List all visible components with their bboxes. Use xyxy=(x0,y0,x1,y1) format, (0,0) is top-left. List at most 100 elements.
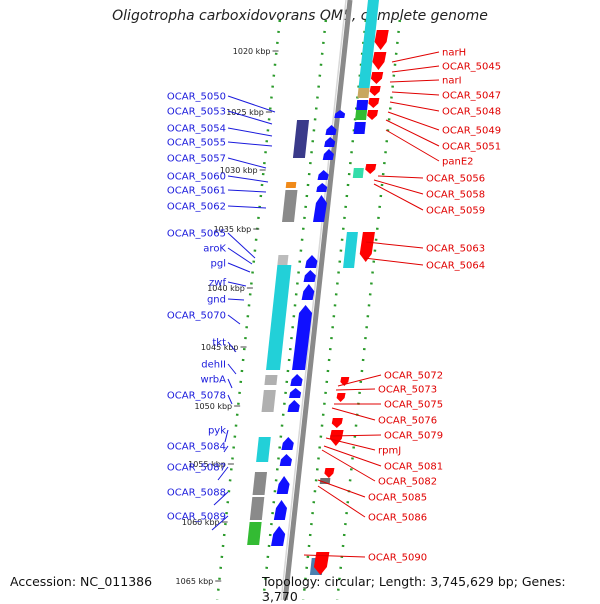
plus-gene-arrow-6 xyxy=(367,110,379,120)
minus-gene-arrow-9 xyxy=(303,270,316,282)
plus-gene-label: OCAR_5073 xyxy=(378,385,437,396)
minus-gene-arrow-5 xyxy=(317,170,329,180)
minus-gene-leader xyxy=(224,429,229,443)
plus-gene-leader xyxy=(391,91,440,96)
cds-band-orange xyxy=(285,182,297,188)
cds-band-green-top xyxy=(355,110,368,120)
plus-gene-leader xyxy=(373,179,424,195)
plus-gene-label: OCAR_5085 xyxy=(368,493,427,504)
minus-gene-leader xyxy=(227,262,251,273)
cds-band-lightgray-2 xyxy=(264,375,278,385)
minus-gene-arrow-16 xyxy=(279,454,292,466)
plus-gene-arrow-3 xyxy=(370,72,384,84)
plus-gene-label: OCAR_5047 xyxy=(442,91,501,102)
plus-gene-leader xyxy=(385,119,440,147)
plus-gene-label: OCAR_5058 xyxy=(426,190,485,201)
plus-gene-leader xyxy=(335,388,376,391)
minus-gene-leader xyxy=(227,110,273,125)
plus-gene-arrow-11 xyxy=(331,418,343,428)
minus-gene-leader xyxy=(227,394,233,405)
cds-band-cyan-1 xyxy=(266,265,292,370)
minus-gene-leader xyxy=(227,157,267,169)
plus-gene-label: OCAR_5086 xyxy=(368,513,427,524)
plus-gene-leader xyxy=(387,111,440,131)
plus-gene-leader xyxy=(391,51,440,63)
cds-band-lightgray-3 xyxy=(261,390,276,412)
plus-gene-label: OCAR_5049 xyxy=(442,126,501,137)
minus-gene-leader xyxy=(227,363,237,375)
minus-gene-arrow-14 xyxy=(287,400,300,412)
accession-text: Accession: NC_011386 xyxy=(10,574,153,589)
kbp-tick-label: 1045 kbp xyxy=(201,343,239,352)
plus-gene-arrow-7 xyxy=(365,164,377,174)
minus-gene-label: aroK xyxy=(203,244,226,255)
plus-gene-label: narI xyxy=(442,76,462,87)
minus-gene-leader xyxy=(227,127,273,137)
plus-gene-label: OCAR_5063 xyxy=(426,244,485,255)
minus-gene-leader xyxy=(227,247,253,265)
plus-gene-label: panE2 xyxy=(442,157,474,168)
minus-gene-leader xyxy=(227,175,269,183)
minus-gene-leader xyxy=(227,341,237,353)
kbp-tick-label: 1060 kbp xyxy=(182,518,220,527)
plus-gene-label: OCAR_5075 xyxy=(384,400,443,411)
minus-gene-arrow-13 xyxy=(289,388,302,398)
minus-gene-arrow-3 xyxy=(324,137,336,147)
plus-gene-leader xyxy=(377,175,424,179)
minus-gene-leader xyxy=(227,189,267,193)
plus-gene-label: OCAR_5064 xyxy=(426,261,485,272)
minus-gene-arrow-8 xyxy=(305,255,318,268)
plus-gene-arrow-2 xyxy=(372,52,387,70)
minus-gene-label: OCAR_5053 xyxy=(167,107,226,118)
plus-gene-arrow-10 xyxy=(336,393,346,402)
plus-gene-leader xyxy=(365,241,424,249)
plus-gene-leader xyxy=(389,101,440,112)
plus-gene-label: OCAR_5048 xyxy=(442,107,501,118)
minus-gene-arrow-4 xyxy=(322,149,334,160)
plus-gene-leader xyxy=(317,485,366,518)
plus-gene-arrow-8 xyxy=(359,232,375,262)
minus-gene-label: OCAR_5078 xyxy=(167,391,226,402)
plus-gene-label: OCAR_5059 xyxy=(426,206,485,217)
cds-band-dark-1 xyxy=(319,478,331,484)
minus-gene-label: OCAR_5057 xyxy=(167,154,226,165)
minus-gene-arrow-12 xyxy=(290,374,303,386)
minus-gene-arrow-1 xyxy=(334,110,346,118)
cds-band-cyan-top xyxy=(358,0,379,88)
minus-gene-arrow-10 xyxy=(301,284,315,300)
plus-gene-label: OCAR_5081 xyxy=(384,462,443,473)
plus-gene-label: narH xyxy=(442,48,466,59)
minus-gene-arrow-6 xyxy=(316,183,328,192)
minus-gene-label: OCAR_5055 xyxy=(167,138,226,149)
minus-gene-arrow-7 xyxy=(313,195,327,222)
minus-gene-label: pgl xyxy=(211,259,226,270)
minus-gene-label: OCAR_5088 xyxy=(167,488,226,499)
minus-gene-leader xyxy=(213,491,229,506)
plus-gene-label: OCAR_5076 xyxy=(378,416,437,427)
minus-gene-arrow-17 xyxy=(276,476,290,494)
plus-gene-leader xyxy=(337,374,382,387)
minus-gene-label: gnd xyxy=(207,295,226,306)
plus-gene-label: OCAR_5045 xyxy=(442,62,501,73)
plus-gene-leader xyxy=(385,129,440,162)
minus-gene-leader xyxy=(227,141,273,147)
plus-gene-label: OCAR_5082 xyxy=(378,477,437,488)
plus-gene-leader xyxy=(391,65,440,73)
minus-gene-leader xyxy=(223,445,229,453)
minus-gene-leader xyxy=(227,232,256,259)
cds-band-lightgray-1 xyxy=(277,255,289,265)
plus-gene-label: OCAR_5072 xyxy=(384,371,443,382)
plus-gene-leader xyxy=(317,479,366,498)
cds-band-gray-3 xyxy=(249,497,265,520)
plus-gene-arrow-14 xyxy=(313,552,330,575)
minus-gene-leader xyxy=(211,515,229,531)
minus-gene-label: OCAR_5089 xyxy=(167,512,226,523)
cds-band-navy-1 xyxy=(292,120,310,158)
minus-gene-leader xyxy=(227,314,241,325)
cds-band-blue-2 xyxy=(353,122,366,134)
track-guide-outer-left xyxy=(215,19,282,600)
plus-gene-leader xyxy=(303,554,366,558)
minus-gene-label: OCAR_5060 xyxy=(167,172,226,183)
